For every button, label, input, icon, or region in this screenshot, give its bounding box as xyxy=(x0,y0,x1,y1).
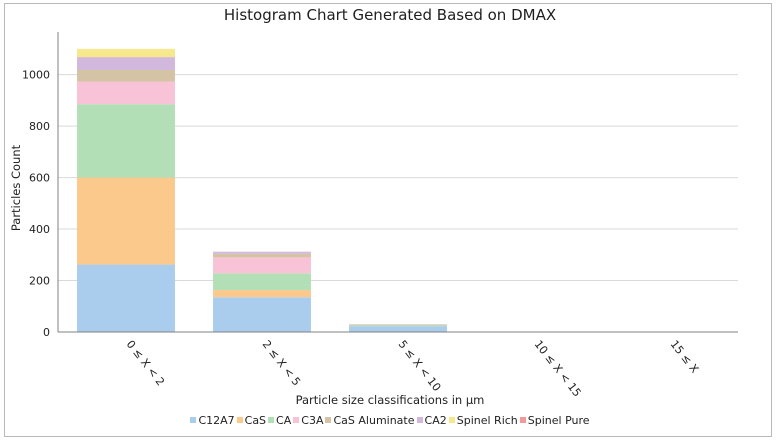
bar-segment-c3a xyxy=(349,324,447,325)
legend-item: Spinel Pure xyxy=(519,413,590,427)
bar-segment-c3a xyxy=(213,257,311,274)
bar-segment-ca2 xyxy=(213,251,311,254)
bar-segment-cas xyxy=(213,290,311,298)
x-tick-label: 10 ≤ X < 15 xyxy=(532,338,584,400)
x-tick-label: 0 ≤ X < 2 xyxy=(124,338,167,389)
legend-swatch xyxy=(448,417,455,423)
legend-label: CaS xyxy=(244,413,267,427)
legend-item: CaS Aluminate xyxy=(325,413,415,427)
chart-title: Histogram Chart Generated Based on DMAX xyxy=(223,6,557,24)
legend-item: Spinel Rich xyxy=(448,413,518,427)
x-tick-label: 5 ≤ X < 10 xyxy=(396,338,444,394)
legend-swatch xyxy=(268,417,275,423)
legend-item: C12A7 xyxy=(190,413,235,427)
legend-label: C12A7 xyxy=(198,413,235,427)
legend-label: CaS Aluminate xyxy=(333,413,415,427)
legend-label: CA xyxy=(276,413,292,427)
bar-segment-ca xyxy=(77,104,175,178)
bar-segment-ca2 xyxy=(77,57,175,70)
legend-swatch xyxy=(293,417,300,423)
legend-item: CA xyxy=(268,414,291,427)
legend-label: Spinel Pure xyxy=(527,413,590,427)
y-tick-label: 0 xyxy=(43,326,50,339)
legend-label: Spinel Rich xyxy=(456,413,518,427)
bar-segment-cas xyxy=(77,177,175,265)
legend-item: CA2 xyxy=(416,413,447,427)
legend: C12A7 CaS CA C3A CaS Aluminate CA2 Spinel Rich… xyxy=(0,413,780,427)
legend-swatch xyxy=(519,417,526,423)
y-tick-label: 400 xyxy=(29,223,50,236)
y-tick-label: 200 xyxy=(29,275,50,288)
bar-segment-c12a7 xyxy=(213,297,311,332)
y-tick-label: 800 xyxy=(29,120,50,133)
legend-swatch xyxy=(416,417,423,423)
bar-segment-spinel-rich xyxy=(77,48,175,58)
y-tick-label: 600 xyxy=(29,172,50,185)
legend-swatch xyxy=(325,417,332,423)
y-axis-label: Particles Count xyxy=(9,144,23,232)
legend-item: CaS xyxy=(236,413,267,427)
bar-segment-cas-aluminate xyxy=(213,253,311,258)
legend-swatch xyxy=(190,417,197,423)
x-axis-label: Particle size classifications in μm xyxy=(295,393,485,407)
x-tick-label: 2 ≤ X < 5 xyxy=(260,338,303,389)
bar-segment-ca xyxy=(349,324,447,327)
bar-segment-c12a7 xyxy=(77,264,175,332)
bar-segment-c12a7 xyxy=(349,326,447,332)
bar-segment-cas-aluminate xyxy=(77,69,175,82)
legend-item: C3A xyxy=(293,414,323,427)
legend-swatch xyxy=(236,417,243,423)
bar-segment-c3a xyxy=(77,81,175,105)
legend-label: C3A xyxy=(301,413,324,427)
x-tick-label: 15 ≤ X xyxy=(668,338,702,376)
legend-label: CA2 xyxy=(424,413,447,427)
y-tick-label: 1000 xyxy=(22,69,50,82)
bar-segment-ca xyxy=(213,273,311,291)
